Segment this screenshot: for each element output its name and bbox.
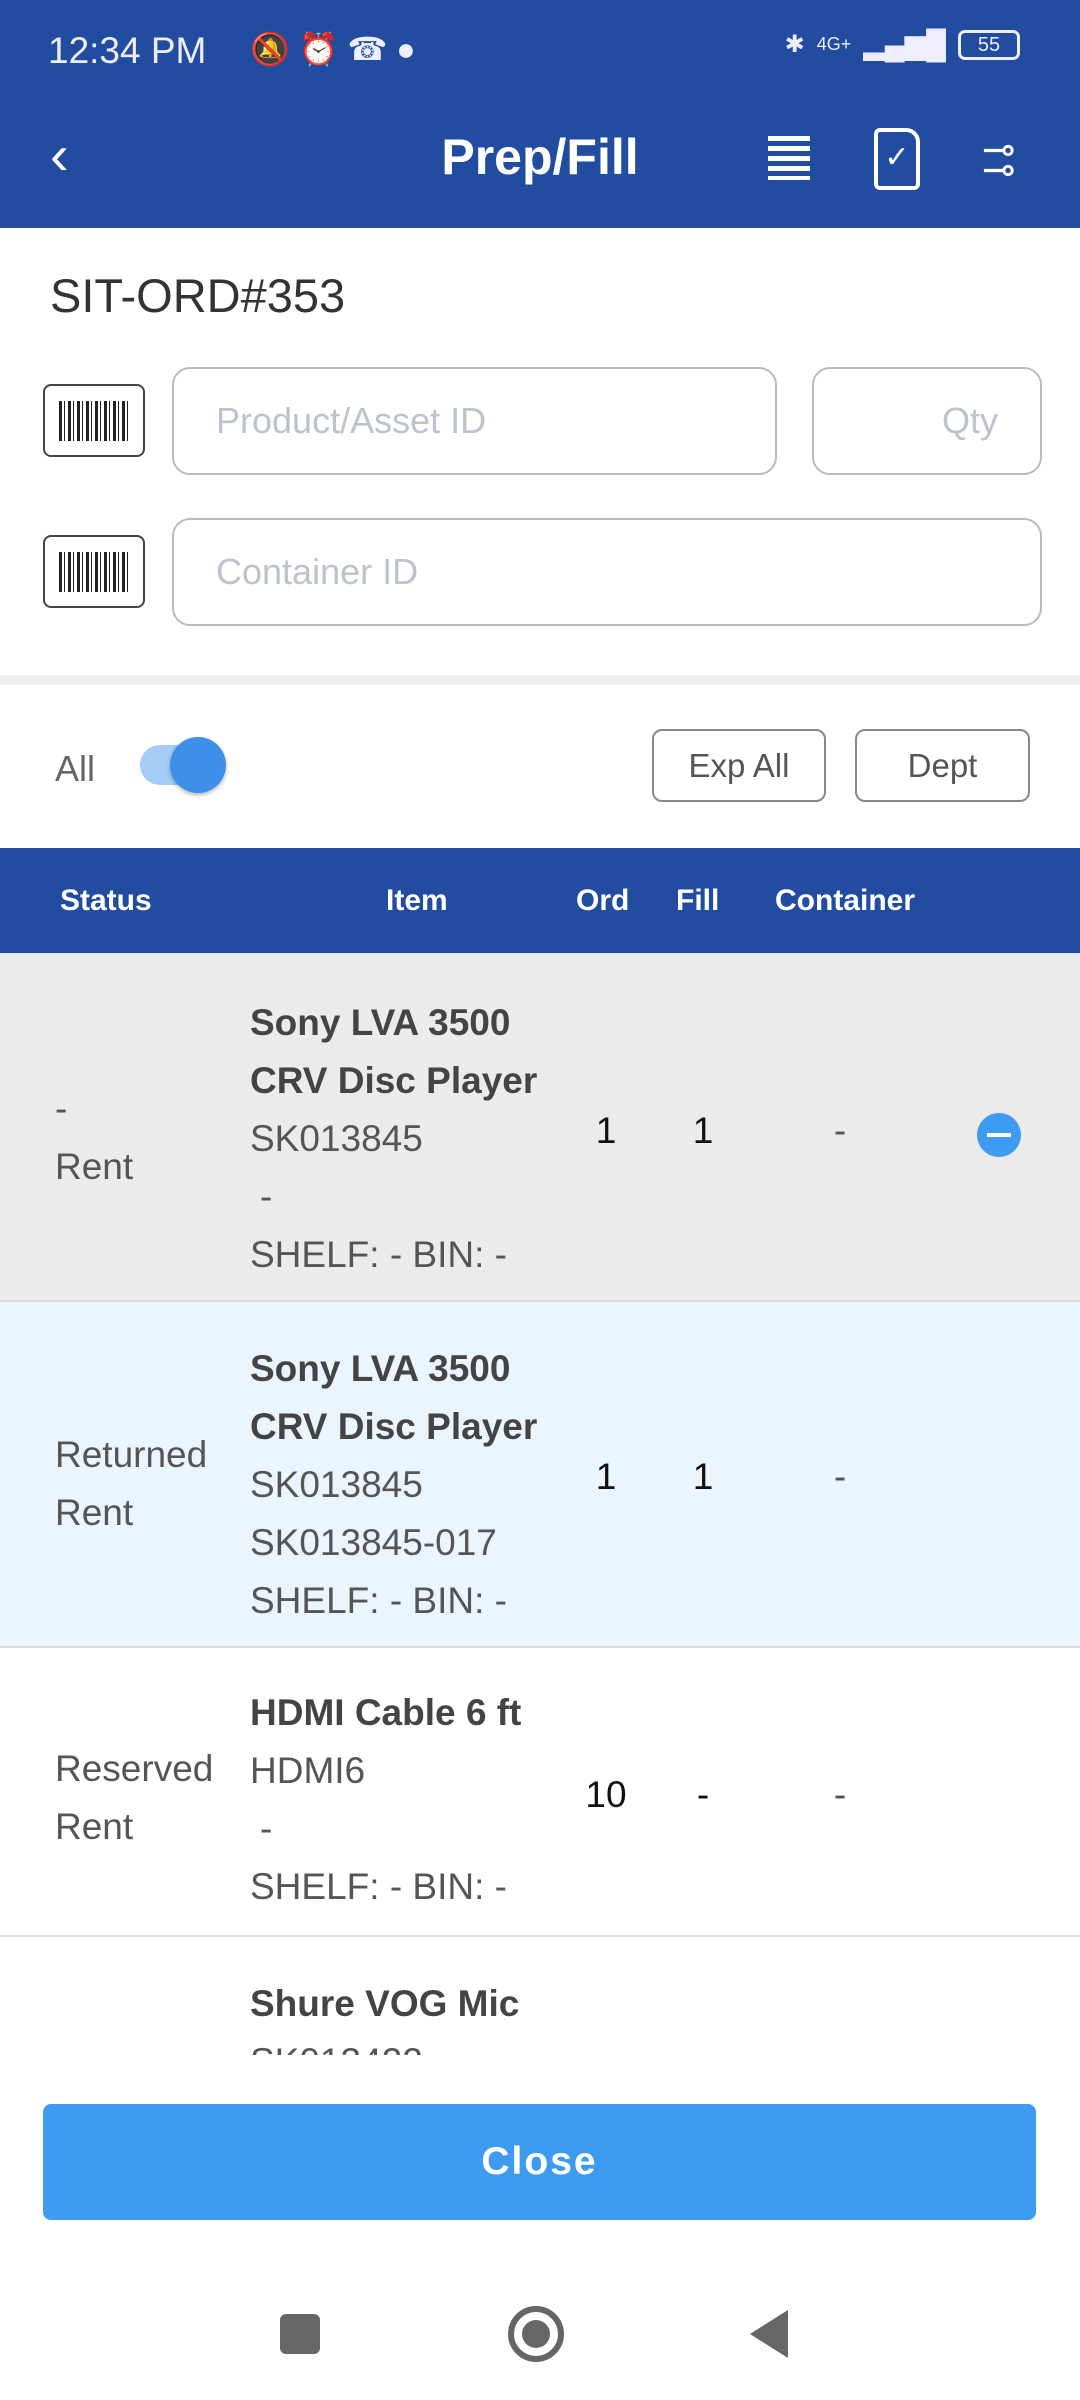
exp-all-button[interactable]: Exp All xyxy=(652,729,826,802)
app-bar: 12:34 PM 🔕 ⏰ ☎ ● ✱ 4G+ ▂▄▆█ 55 ‹ Prep/Fi… xyxy=(0,0,1080,228)
header-fill[interactable]: Fill xyxy=(676,884,720,917)
table-row[interactable]: Reserved Rent HDMI Cable 6 ft HDMI6- SHELF… xyxy=(0,1648,1080,1937)
row-status: Returned Rent xyxy=(55,1434,208,1533)
qty-input[interactable]: Qty xyxy=(812,367,1042,475)
all-label: All xyxy=(55,748,96,789)
container: - xyxy=(833,1456,847,1497)
remove-icon[interactable] xyxy=(977,1113,1021,1157)
header-status[interactable]: Status xyxy=(60,884,152,917)
container: - xyxy=(833,1774,847,1815)
product-asset-input[interactable]: Product/Asset ID xyxy=(172,367,777,475)
table-row[interactable]: Shure VOG MicSK013422 xyxy=(0,1937,1080,2055)
row-item: Sony LVA 3500 CRV Disc Player SK013845- SH… xyxy=(250,1002,538,1275)
fill-qty: 1 xyxy=(692,1456,714,1497)
status-right: ✱ 4G+ ▂▄▆█ 55 xyxy=(785,28,1020,61)
container-id-input[interactable]: Container ID xyxy=(172,518,1042,626)
status-time: 12:34 PM xyxy=(48,30,207,71)
notification-icons: 🔕 ⏰ ☎ ● xyxy=(250,31,416,67)
header-container[interactable]: Container xyxy=(775,884,916,917)
row-item: HDMI Cable 6 ft HDMI6- SHELF: - BIN: - xyxy=(250,1692,522,1907)
all-toggle[interactable] xyxy=(140,737,226,793)
home-icon[interactable] xyxy=(508,2306,564,2362)
recents-icon[interactable] xyxy=(280,2314,320,2354)
divider xyxy=(0,675,1080,685)
back-icon[interactable]: ‹ xyxy=(50,123,69,186)
fill-qty: - xyxy=(696,1774,710,1815)
network-label: 4G+ xyxy=(816,34,852,54)
order-id: SIT-ORD#353 xyxy=(50,269,346,322)
checklist-icon[interactable]: ✓ xyxy=(874,128,920,190)
row-item: Shure VOG MicSK013422 xyxy=(250,1983,520,2055)
signal-icon: ▂▄▆█ xyxy=(863,29,946,60)
toggle-knob xyxy=(170,737,226,793)
page-title: Prep/Fill xyxy=(441,129,639,185)
container: - xyxy=(833,1110,847,1151)
ord-qty: 10 xyxy=(585,1774,627,1815)
bluetooth-icon: ✱ xyxy=(784,31,805,58)
ord-qty: 1 xyxy=(595,1456,617,1497)
header-ord[interactable]: Ord xyxy=(576,884,630,917)
fill-qty: 1 xyxy=(692,1110,714,1151)
back-nav-icon[interactable] xyxy=(750,2310,788,2358)
row-item: Sony LVA 3500 CRV Disc Player SK013845 SK0… xyxy=(250,1348,538,1621)
dept-button[interactable]: Dept xyxy=(855,729,1030,802)
close-button[interactable]: Close xyxy=(43,2104,1036,2220)
battery-icon: 55 xyxy=(958,29,1020,60)
barcode-scan-icon[interactable] xyxy=(43,384,145,457)
table-header: Status Item Ord Fill Container xyxy=(0,848,1080,953)
table-row[interactable]: - Rent Sony LVA 3500 CRV Disc Player SK013… xyxy=(0,953,1080,1302)
ord-qty: 1 xyxy=(595,1110,617,1151)
table-row[interactable]: Returned Rent Sony LVA 3500 CRV Disc Playe… xyxy=(0,1302,1080,1648)
header-item[interactable]: Item xyxy=(386,884,448,917)
filter-settings-icon[interactable]: ⊸ ⊸ xyxy=(982,128,1016,192)
row-status: Reserved Rent xyxy=(55,1748,214,1847)
barcode-scan-icon[interactable] xyxy=(43,535,145,608)
list-icon[interactable] xyxy=(768,136,810,180)
row-status: - Rent xyxy=(55,1088,134,1187)
